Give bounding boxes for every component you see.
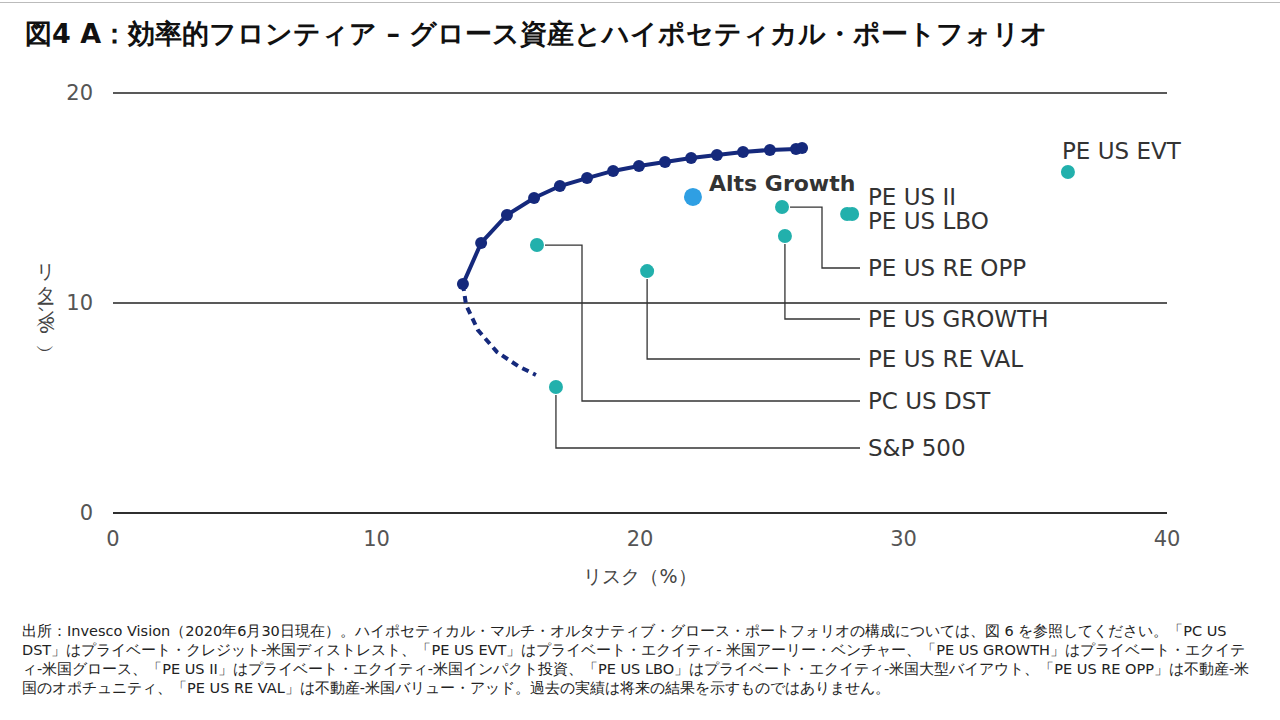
svg-text:PC US DST: PC US DST [868,388,991,414]
svg-text:40: 40 [1154,527,1181,551]
svg-text:10: 10 [363,527,390,551]
svg-text:PE US RE VAL: PE US RE VAL [868,346,1023,372]
svg-text:0: 0 [80,501,93,525]
html-text:出所：Invesco Vision（2020年6月30日現在: 出所：Invesco Vision（2020年6月30日現在）。ハイポセティカル… [22,623,1250,696]
svg-text:30: 30 [890,527,917,551]
svg-text:Alts Growth: Alts Growth [709,171,855,196]
svg-text:PE US II: PE US II [868,184,956,210]
svg-text:PE US RE OPP: PE US RE OPP [868,255,1026,281]
svg-text:20: 20 [627,527,654,551]
svg-text:PE US EVT: PE US EVT [1062,138,1182,164]
svg-text:PE US GROWTH: PE US GROWTH [868,306,1048,332]
svg-text:0: 0 [106,527,119,551]
svg-text:10: 10 [66,291,93,315]
svg-text:S&P 500: S&P 500 [868,435,966,461]
html-text:図4 A：効率的フロンティア – グロース資産とハイポセティ: 図4 A：効率的フロンティア – グロース資産とハイポセティカル・ポートフォリオ [25,18,1049,49]
svg-text:PE US LBO: PE US LBO [868,208,989,234]
html-text:リスク（%）: リスク（%） [583,565,697,587]
svg-text:20: 20 [66,81,93,105]
html-text:リターン（%）: リターン（%） [36,250,58,335]
